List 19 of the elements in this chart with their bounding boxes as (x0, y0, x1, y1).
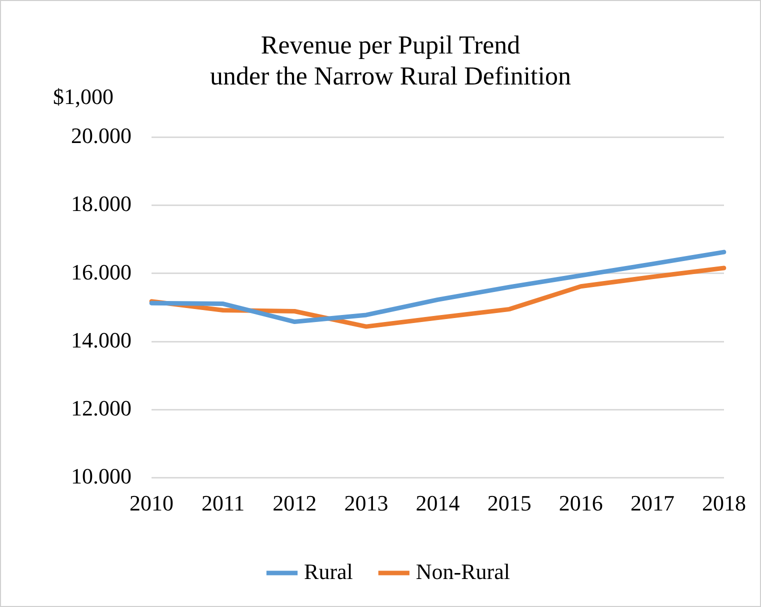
x-tick-label: 2010 (130, 490, 174, 516)
y-tick-label: 18.000 (71, 191, 132, 216)
x-tick-label: 2011 (201, 490, 245, 516)
y-axis-title: $1,000 (53, 84, 114, 109)
x-tick-label: 2013 (344, 490, 388, 516)
x-tick-label: 2018 (702, 490, 746, 516)
chart-title: Revenue per Pupil Trend under the Narrow Rural Definition (210, 30, 572, 91)
y-tick-label: 12.000 (71, 395, 132, 420)
y-tick-label: 10.000 (71, 463, 132, 488)
x-tick-label: 2012 (272, 490, 317, 516)
legend-label: Non-Rural (416, 558, 510, 584)
x-tick-label: 2014 (416, 490, 460, 516)
x-tick-label: 2016 (558, 490, 603, 516)
x-tick-label: 2017 (630, 490, 674, 516)
y-tick-label: 14.000 (71, 327, 132, 352)
y-tick-label: 20.000 (71, 123, 132, 148)
legend-label: Rural (304, 558, 353, 584)
y-tick-label: 16.000 (71, 259, 132, 284)
x-tick-label: 2015 (487, 490, 532, 516)
